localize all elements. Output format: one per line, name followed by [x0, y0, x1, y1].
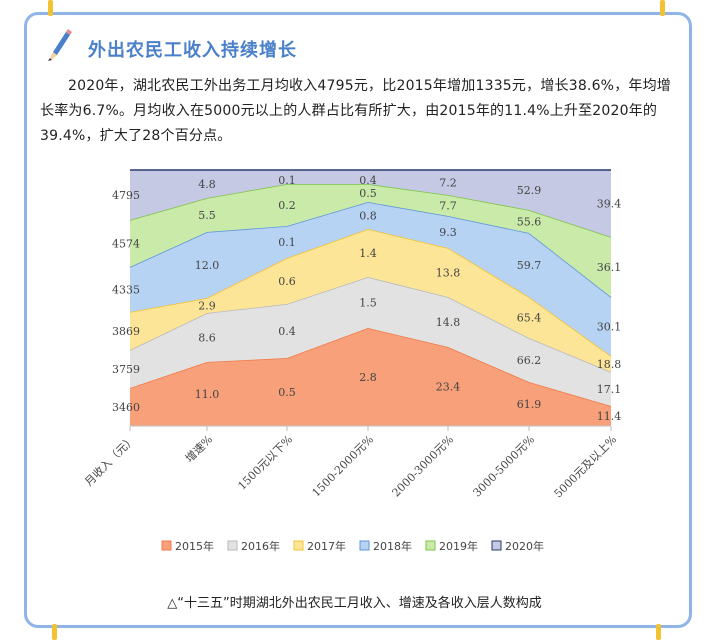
data-label-2017年-2: 0.6	[278, 275, 296, 288]
data-label-2015年-1: 11.0	[195, 388, 220, 401]
area-2020年	[130, 170, 611, 237]
data-label-2015年-2: 0.5	[278, 386, 296, 399]
legend-swatch-2017年	[293, 540, 304, 551]
category-label-0: 月收入（元）	[82, 432, 139, 489]
area-2016年	[130, 277, 611, 406]
category-label-1: 增速%	[182, 432, 215, 465]
legend-swatch-2015年	[161, 540, 172, 551]
legend-label-2016年: 2016年	[241, 539, 280, 553]
binder-clip-left-top	[48, 0, 53, 16]
data-label-2015年-0: 3460	[112, 401, 140, 414]
data-label-2018年-4: 9.3	[439, 226, 457, 239]
section-header: 外出农民工收入持续增长	[44, 28, 644, 68]
category-label-5: 3000-5000元%	[471, 433, 538, 500]
data-label-2015年-5: 61.9	[517, 398, 542, 411]
data-label-2016年-1: 8.6	[198, 332, 216, 345]
category-label-4: 2000-3000元%	[390, 433, 457, 500]
data-label-2018年-3: 0.8	[359, 210, 377, 223]
pencil-icon	[48, 29, 72, 61]
data-label-2019年-2: 0.2	[278, 199, 296, 212]
data-label-2019年-6: 36.1	[597, 261, 622, 274]
data-label-2018年-1: 12.0	[195, 259, 220, 272]
legend-label-2017年: 2017年	[307, 539, 346, 553]
legend-swatch-2018年	[359, 540, 370, 551]
data-label-2016年-4: 14.8	[436, 316, 461, 329]
data-label-2016年-2: 0.4	[278, 325, 296, 338]
summary-paragraph: 2020年，湖北农民工外出务工月均收入4795元，比2015年增加1335元，增…	[40, 78, 671, 144]
area-2018年	[130, 202, 611, 356]
income-area-chart: 3460 11.0 0.5 2.8 23.4 61.9 11.4 3759 8.6 0.4 1.5 1…	[82, 169, 622, 553]
binder-clip-left-bottom	[52, 624, 57, 640]
data-label-2020年-3: 0.4	[359, 174, 377, 187]
data-label-2015年-4: 23.4	[436, 381, 461, 394]
data-label-2017年-6: 18.8	[597, 358, 622, 371]
data-label-2019年-0: 4574	[112, 238, 140, 251]
category-label-6: 5000元及以上%	[552, 433, 619, 500]
data-label-2020年-1: 4.8	[198, 178, 216, 191]
data-label-2016年-0: 3759	[112, 363, 140, 376]
data-label-2018年-2: 0.1	[278, 236, 296, 249]
data-label-2019年-3: 0.5	[359, 187, 377, 200]
binder-clip-right-top	[660, 0, 665, 16]
data-label-2018年-0: 4335	[112, 284, 140, 297]
data-label-2019年-5: 55.6	[517, 216, 542, 229]
legend-label-2019年: 2019年	[439, 539, 478, 553]
area-2017年	[130, 229, 611, 372]
data-label-2017年-5: 65.4	[517, 312, 542, 325]
legend-swatch-2016年	[227, 540, 238, 551]
data-label-2016年-6: 17.1	[597, 383, 622, 396]
data-label-2017年-3: 1.4	[359, 247, 377, 260]
legend-label-2018年: 2018年	[373, 539, 412, 553]
data-label-2017年-0: 3869	[112, 325, 140, 338]
category-label-2: 1500元以下%	[235, 433, 295, 493]
data-label-2020年-6: 39.4	[597, 198, 622, 211]
data-label-2018年-5: 59.7	[517, 259, 542, 272]
data-label-2020年-2: 0.1	[278, 174, 296, 187]
data-label-2019年-4: 7.7	[439, 200, 457, 213]
legend-label-2015年: 2015年	[175, 539, 214, 553]
binder-clip-right-bottom	[656, 624, 661, 640]
legend-label-2020年: 2020年	[505, 539, 544, 553]
legend-swatch-2020年	[491, 540, 502, 551]
data-label-2018年-6: 30.1	[597, 321, 622, 334]
data-label-2020年-5: 52.9	[517, 184, 542, 197]
data-label-2017年-1: 2.9	[198, 300, 216, 313]
data-label-2016年-5: 66.2	[517, 354, 542, 367]
data-label-2016年-3: 1.5	[359, 297, 377, 310]
category-label-3: 1500-2000元%	[310, 433, 377, 500]
data-label-2020年-4: 7.2	[439, 177, 457, 190]
data-label-2020年-0: 4795	[112, 189, 140, 202]
data-label-2017年-4: 13.8	[436, 267, 461, 280]
area-2019年	[130, 184, 611, 297]
chart-caption: △“十三五”时期湖北外出农民工月收入、增速及各收入层人数构成	[167, 596, 542, 611]
data-label-2015年-3: 2.8	[359, 371, 377, 384]
data-label-2015年-6: 11.4	[597, 410, 622, 423]
legend-swatch-2019年	[425, 540, 436, 551]
section-title: 外出农民工收入持续增长	[88, 40, 297, 61]
area-2015年	[130, 328, 611, 426]
data-label-2019年-1: 5.5	[198, 209, 216, 222]
